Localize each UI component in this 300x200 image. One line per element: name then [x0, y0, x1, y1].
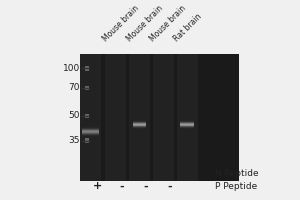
Text: 50: 50: [69, 111, 80, 120]
Bar: [133, 121, 146, 122]
Bar: [82, 134, 99, 135]
Text: Mouse brain: Mouse brain: [148, 4, 188, 44]
Bar: [181, 122, 194, 123]
Bar: [85, 54, 239, 181]
Text: 100: 100: [63, 64, 80, 73]
Bar: [153, 54, 174, 181]
Bar: [129, 54, 150, 181]
Bar: [181, 126, 194, 127]
Bar: [181, 128, 194, 129]
Bar: [181, 124, 194, 125]
Bar: [181, 127, 194, 128]
Bar: [80, 54, 101, 181]
Bar: [177, 54, 198, 181]
Text: +: +: [117, 168, 126, 178]
Bar: [82, 136, 99, 137]
Bar: [82, 131, 99, 132]
Bar: [85, 138, 89, 143]
Bar: [82, 129, 99, 130]
Bar: [181, 123, 194, 124]
Text: -: -: [96, 168, 100, 178]
Bar: [133, 125, 146, 126]
Bar: [82, 135, 99, 136]
Text: N Peptide: N Peptide: [215, 169, 259, 178]
Bar: [82, 128, 99, 129]
Text: P Peptide: P Peptide: [215, 182, 258, 191]
Bar: [133, 128, 146, 129]
Bar: [82, 130, 99, 131]
Bar: [181, 121, 194, 122]
Bar: [181, 120, 194, 121]
Text: Mouse brain: Mouse brain: [125, 4, 164, 44]
Bar: [105, 54, 126, 181]
Text: Rat brain: Rat brain: [172, 12, 204, 44]
Bar: [133, 126, 146, 127]
Bar: [85, 66, 89, 71]
Bar: [85, 114, 89, 118]
Text: -: -: [119, 181, 124, 191]
Bar: [82, 132, 99, 133]
Text: +: +: [93, 181, 103, 191]
Bar: [133, 120, 146, 121]
Bar: [82, 133, 99, 134]
Bar: [82, 126, 99, 127]
Text: -: -: [143, 181, 148, 191]
Bar: [82, 127, 99, 128]
Text: -: -: [167, 181, 172, 191]
Bar: [133, 122, 146, 123]
Text: Mouse brain: Mouse brain: [101, 4, 141, 44]
Text: 70: 70: [69, 83, 80, 92]
Bar: [133, 124, 146, 125]
Text: 35: 35: [69, 136, 80, 145]
Text: -: -: [167, 168, 172, 178]
Bar: [181, 125, 194, 126]
Bar: [133, 123, 146, 124]
Text: -: -: [143, 168, 148, 178]
Bar: [85, 86, 89, 90]
Bar: [133, 127, 146, 128]
